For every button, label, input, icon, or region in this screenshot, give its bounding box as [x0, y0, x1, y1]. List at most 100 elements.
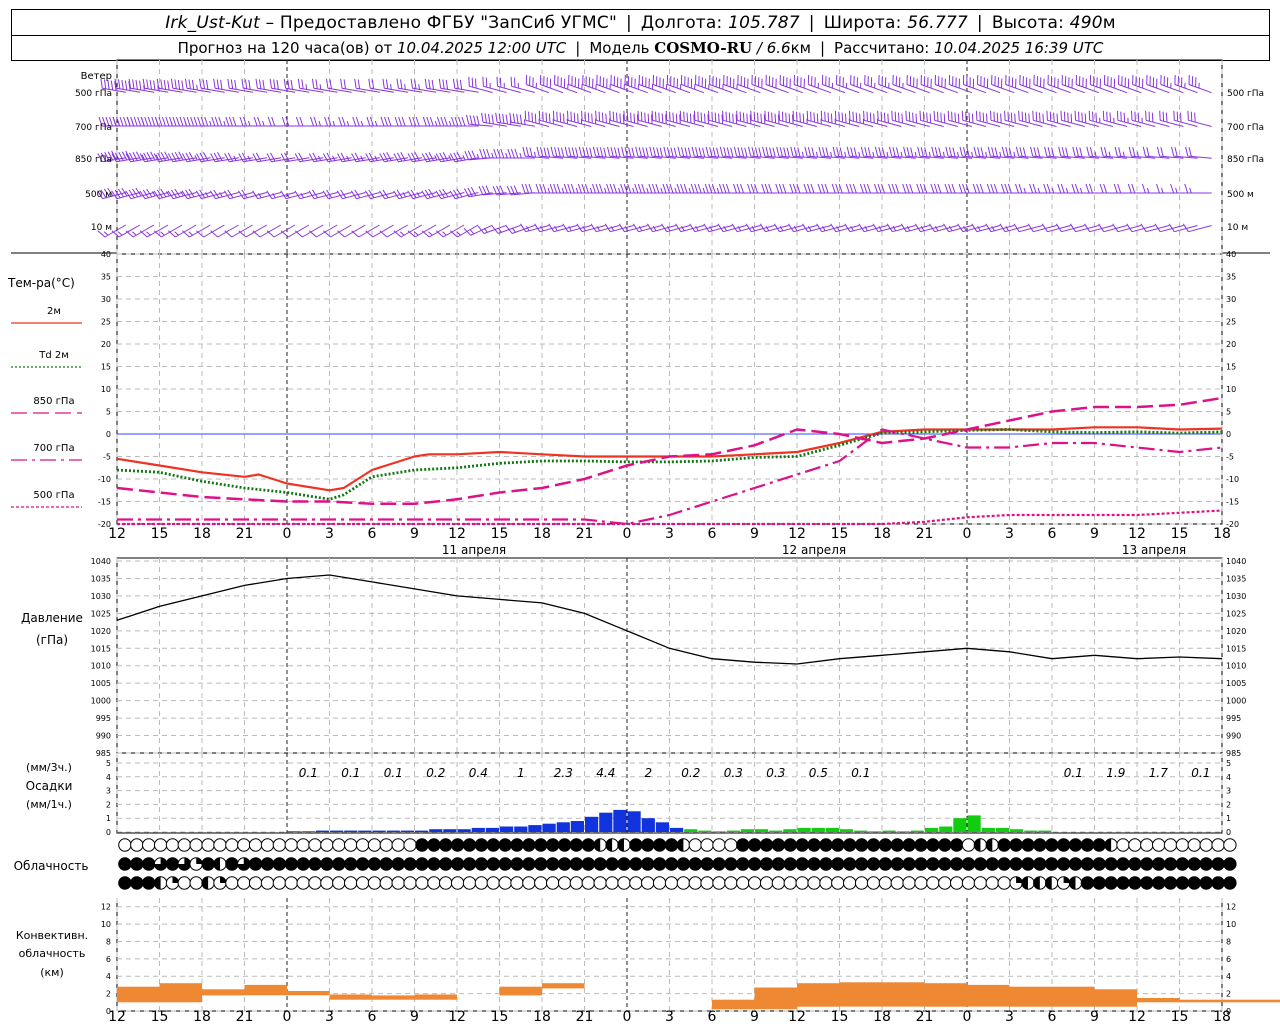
- hour-label-bottom: 3: [665, 1009, 674, 1024]
- wind-barb: [620, 183, 648, 194]
- precip-bar: [684, 829, 698, 832]
- cloud-circle: [617, 876, 631, 890]
- cloud-half: [1069, 876, 1076, 890]
- cloud-circle: [165, 857, 180, 871]
- cloud-circle: [700, 857, 714, 871]
- wind-barb: [578, 146, 606, 159]
- hour-label: 18: [193, 526, 211, 542]
- precip-bar: [301, 831, 315, 832]
- wind-barb: [337, 152, 366, 163]
- wind-barb: [1058, 146, 1085, 159]
- wind-barb: [210, 152, 239, 163]
- wind-barb: [747, 183, 775, 194]
- cloud-circle: [641, 876, 655, 890]
- wind-barb: [750, 110, 775, 127]
- hour-label: 3: [325, 526, 334, 542]
- cloud-circle: [189, 838, 203, 852]
- wind-barb: [407, 224, 437, 238]
- cloud-circle: [712, 857, 726, 871]
- cloud-circle: [1092, 838, 1106, 852]
- temp-tick-right: 25: [1226, 318, 1236, 327]
- wind-barb: [595, 110, 620, 127]
- temp-tick-right: 0: [1226, 430, 1231, 439]
- temp-tick-left: 30: [101, 295, 111, 304]
- wind-barb: [167, 224, 197, 238]
- cloud-half: [1104, 838, 1112, 852]
- wind-barb: [846, 146, 874, 159]
- wind-barb: [1100, 146, 1128, 159]
- cloud-circle: [474, 857, 489, 871]
- wind-barb: [947, 110, 973, 127]
- cloud-circle: [522, 838, 536, 852]
- wind-barb: [211, 116, 239, 127]
- wind-barb: [521, 183, 549, 194]
- wind-barb: [1019, 74, 1043, 94]
- hour-label-bottom: 6: [1048, 1009, 1057, 1024]
- cloud-circle: [308, 876, 322, 890]
- wind-barb: [905, 110, 930, 127]
- cloud-circle: [486, 876, 500, 890]
- wind-barb: [961, 110, 987, 127]
- wind-barb: [125, 151, 155, 163]
- hour-label-bottom: 21: [916, 1009, 934, 1024]
- cloud-circle: [569, 876, 584, 890]
- cloud-circle: [462, 857, 477, 871]
- wind-barb: [424, 78, 451, 93]
- cloud-half: [1021, 876, 1028, 890]
- wind-barb: [1030, 146, 1057, 159]
- wind-barb: [581, 110, 606, 127]
- model-resolution-unit: км: [790, 39, 811, 57]
- hour-label: 6: [368, 526, 377, 542]
- cloud-circle: [854, 876, 869, 890]
- temp-tick-left: -5: [103, 453, 111, 462]
- date-label: 12 апреля: [782, 543, 846, 557]
- cloud-quarter: [1063, 876, 1070, 883]
- cloud-circle: [961, 876, 976, 890]
- hour-label-bottom: 9: [410, 1009, 419, 1024]
- hour-label: 9: [1090, 526, 1099, 542]
- wind-barb: [1128, 146, 1156, 159]
- cloud-circle: [736, 876, 750, 890]
- temp-tick-right: -15: [1226, 498, 1239, 507]
- precip-bar: [1038, 830, 1052, 832]
- temp-tick-right: 35: [1226, 273, 1236, 282]
- cloud-circle: [1152, 857, 1166, 871]
- wind-barb: [933, 110, 958, 127]
- precip-bar: [429, 829, 443, 832]
- wind-barb: [649, 146, 676, 159]
- cloud-circle: [914, 857, 928, 871]
- header-dash: –: [265, 12, 275, 33]
- precip-unit-1h: (мм/1ч.): [26, 798, 72, 811]
- wind-barb: [638, 74, 662, 94]
- hour-label: 15: [1171, 526, 1189, 542]
- hour-label-bottom: 15: [151, 1009, 169, 1024]
- cloud-circle: [534, 838, 548, 852]
- wind-barb: [169, 116, 197, 127]
- cloud-circle: [260, 838, 275, 852]
- cloud-circle: [177, 838, 192, 852]
- cloud-quarter: [196, 857, 203, 864]
- wind-barb: [111, 224, 141, 238]
- wind-barb: [449, 224, 479, 238]
- hour-label-bottom: 12: [108, 1009, 126, 1024]
- cloud-circle: [130, 876, 144, 890]
- hour-label: 18: [873, 526, 891, 542]
- cloud-circle: [557, 876, 572, 890]
- wind-barb: [1057, 183, 1085, 194]
- cloud-circle: [676, 857, 691, 871]
- cloud-circle: [1163, 857, 1178, 871]
- cloud-half: [677, 838, 684, 852]
- cloud-circle: [462, 838, 477, 852]
- conv-tick-left: 6: [106, 955, 111, 964]
- wind-level-label-left: 10 м: [91, 223, 112, 233]
- wind-barb: [1145, 110, 1170, 127]
- wind-barb: [651, 110, 676, 127]
- temp-line-2: [116, 396, 1223, 506]
- cloud-circle: [1116, 876, 1130, 890]
- wind-barb: [525, 74, 550, 94]
- wind-barb: [709, 74, 733, 94]
- cloud-circle: [1152, 838, 1166, 852]
- cloud-circle: [522, 876, 536, 890]
- wind-barb: [463, 187, 493, 198]
